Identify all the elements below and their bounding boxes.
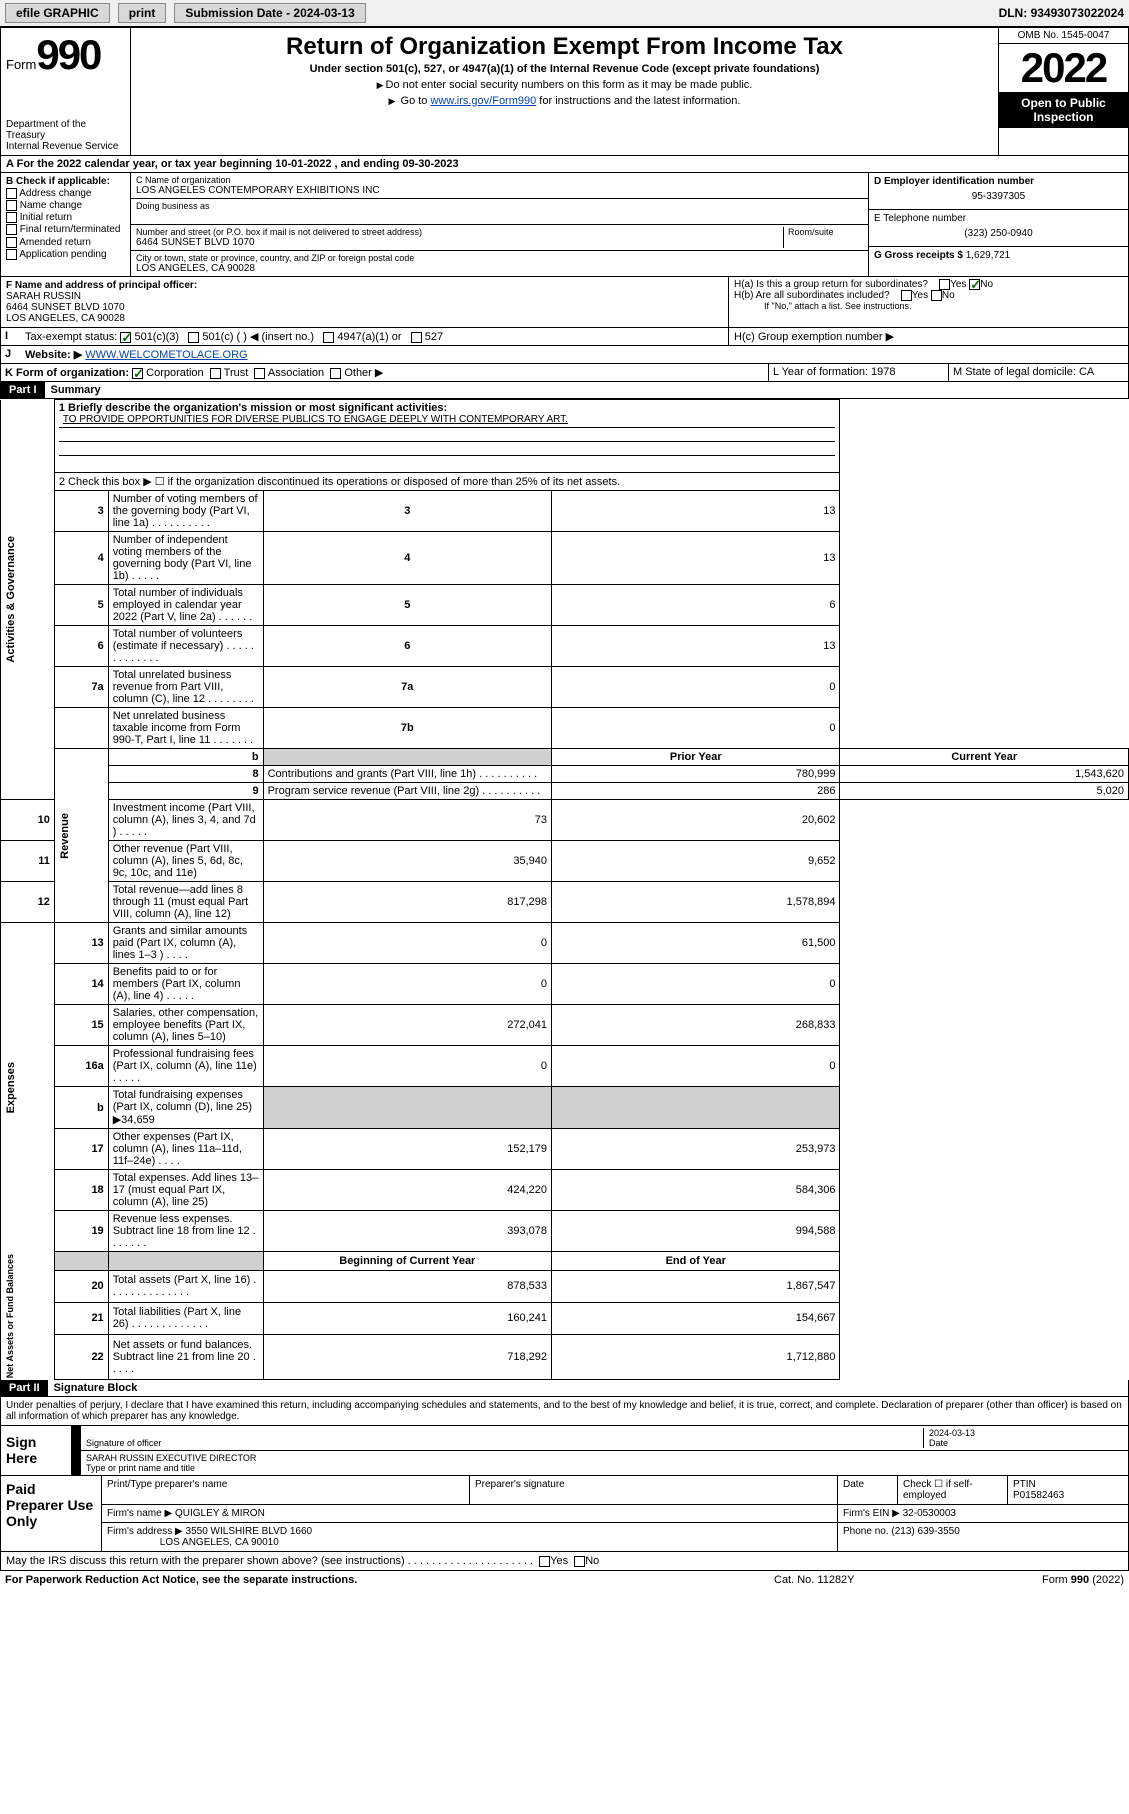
goto-note: Go to www.irs.gov/Form990 for instructio… — [136, 95, 993, 107]
block-c: C Name of organizationLOS ANGELES CONTEM… — [131, 173, 868, 276]
officer-row: F Name and address of principal officer:… — [0, 277, 1129, 328]
signature-block: Under penalties of perjury, I declare th… — [0, 1397, 1129, 1571]
checkbox-item: Final return/terminated — [6, 224, 125, 235]
discuss-row: May the IRS discuss this return with the… — [1, 1551, 1128, 1570]
declaration: Under penalties of perjury, I declare th… — [1, 1397, 1128, 1425]
officer-sig-name: SARAH RUSSIN EXECUTIVE DIRECTOR — [86, 1453, 256, 1463]
website-row: J Website: ▶ WWW.WELCOMETOLACE.ORG — [0, 346, 1129, 364]
sign-here-label: Sign Here — [1, 1426, 71, 1475]
irs-link[interactable]: www.irs.gov/Form990 — [430, 95, 536, 107]
year-formation: 1978 — [871, 366, 895, 378]
form-org-row: K Form of organization: Corporation Trus… — [0, 364, 1129, 382]
ssn-note: Do not enter social security numbers on … — [136, 79, 993, 91]
efile-label: efile GRAPHIC — [5, 3, 110, 23]
form-header: Form990 Department of the Treasury Inter… — [0, 27, 1129, 156]
gross-receipts: 1,629,721 — [966, 250, 1011, 261]
ptin: P01582463 — [1013, 1490, 1064, 1501]
form-label: Form990 — [6, 57, 100, 72]
checkbox-item: Amended return — [6, 237, 125, 248]
omb-number: OMB No. 1545-0047 — [999, 28, 1128, 44]
checkbox-item: Address change — [6, 188, 125, 199]
org-name: LOS ANGELES CONTEMPORARY EXHIBITIONS INC — [136, 185, 863, 196]
part2-header: Part IISignature Block — [0, 1380, 1129, 1397]
org-address: 6464 SUNSET BLVD 1070 — [136, 237, 783, 248]
website-link[interactable]: WWW.WELCOMETOLACE.ORG — [85, 349, 247, 361]
page-footer: For Paperwork Reduction Act Notice, see … — [0, 1571, 1129, 1589]
domicile: CA — [1079, 366, 1094, 378]
tax-status-row: I Tax-exempt status: 501(c)(3) 501(c) ( … — [0, 328, 1129, 346]
h-c: H(c) Group exemption number ▶ — [728, 328, 1128, 345]
dln: DLN: 93493073022024 — [999, 6, 1124, 20]
form-title: Return of Organization Exempt From Incom… — [136, 33, 993, 61]
checkbox-item: Application pending — [6, 249, 125, 260]
open-inspection: Open to Public Inspection — [999, 92, 1128, 128]
top-bar: efile GRAPHIC print Submission Date - 20… — [0, 0, 1129, 27]
h-a: H(a) Is this a group return for subordin… — [734, 279, 1123, 290]
h-b: H(b) Are all subordinates included? Yes … — [734, 290, 1123, 301]
block-de: D Employer identification number95-33973… — [868, 173, 1128, 276]
entity-block: B Check if applicable: Address change Na… — [0, 173, 1129, 277]
paid-preparer-label: Paid Preparer Use Only — [1, 1476, 101, 1551]
period-line: A For the 2022 calendar year, or tax yea… — [0, 156, 1129, 173]
org-city: LOS ANGELES, CA 90028 — [136, 263, 863, 274]
officer-name: SARAH RUSSIN — [6, 291, 81, 302]
irs-label: Internal Revenue Service — [6, 141, 125, 152]
firm-phone: (213) 639-3550 — [891, 1526, 959, 1537]
firm-name: QUIGLEY & MIRON — [175, 1508, 265, 1519]
dept-treasury: Department of the Treasury — [6, 119, 125, 141]
firm-addr: 3550 WILSHIRE BLVD 1660 — [186, 1526, 313, 1537]
checkbox-item: Initial return — [6, 212, 125, 223]
part1-header: Part ISummary — [0, 382, 1129, 399]
form-subtitle: Under section 501(c), 527, or 4947(a)(1)… — [136, 63, 993, 75]
tax-year: 2022 — [999, 44, 1128, 92]
firm-ein: 32-0530003 — [903, 1508, 956, 1519]
checkbox-item: Name change — [6, 200, 125, 211]
phone: (323) 250-0940 — [874, 224, 1123, 243]
summary-table: Activities & Governance1 Briefly describ… — [0, 399, 1129, 1380]
submission-date: Submission Date - 2024-03-13 — [174, 3, 365, 23]
print-button[interactable]: print — [118, 3, 167, 23]
block-b: B Check if applicable: Address change Na… — [1, 173, 131, 276]
ein: 95-3397305 — [874, 187, 1123, 206]
